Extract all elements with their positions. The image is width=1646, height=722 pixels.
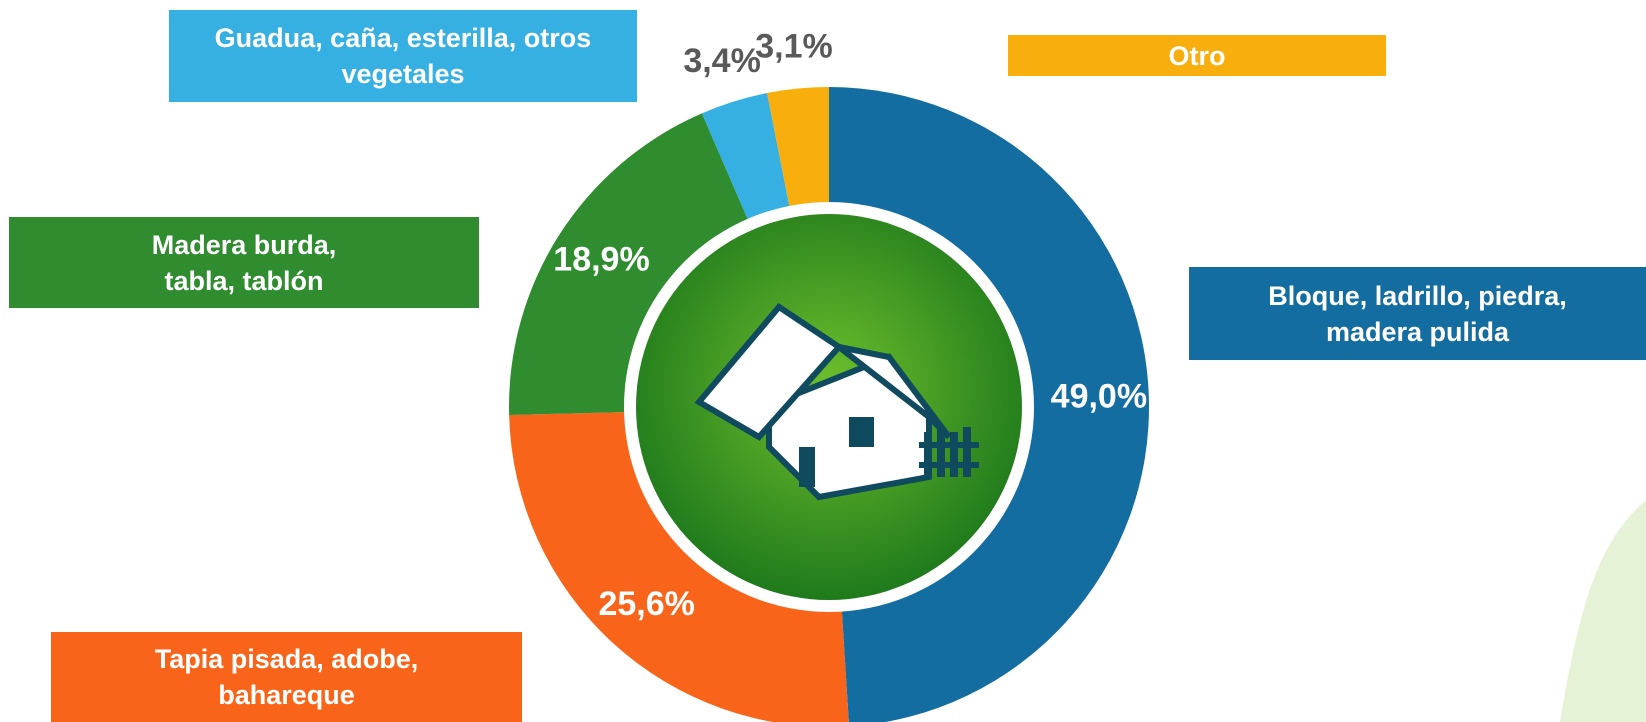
legend-label: Otro [1008, 35, 1386, 76]
legend-label: Tapia pisada, adobe, bahareque [51, 632, 522, 722]
value-label: 3,1% [755, 28, 833, 66]
value-label: 18,9% [553, 241, 649, 279]
grass-decoration [1560, 500, 1646, 722]
legend-label: Bloque, ladrillo, piedra, madera pulida [1189, 267, 1646, 360]
value-label: 3,4% [683, 42, 761, 80]
chart: 49,0% 25,6% 18,9% 3,4%3,1% Bloque, ladrillo… [0, 0, 1646, 722]
value-label: 25,6% [598, 585, 694, 623]
legend-label: Madera burda, tabla, tablón [9, 217, 479, 308]
chart-canvas: 49,0% 25,6% 18,9% 3,4%3,1% [0, 0, 1646, 722]
legend-label: Guadua, caña, esterilla, otros vegetales [169, 10, 637, 102]
value-label: 49,0% [1051, 378, 1147, 416]
